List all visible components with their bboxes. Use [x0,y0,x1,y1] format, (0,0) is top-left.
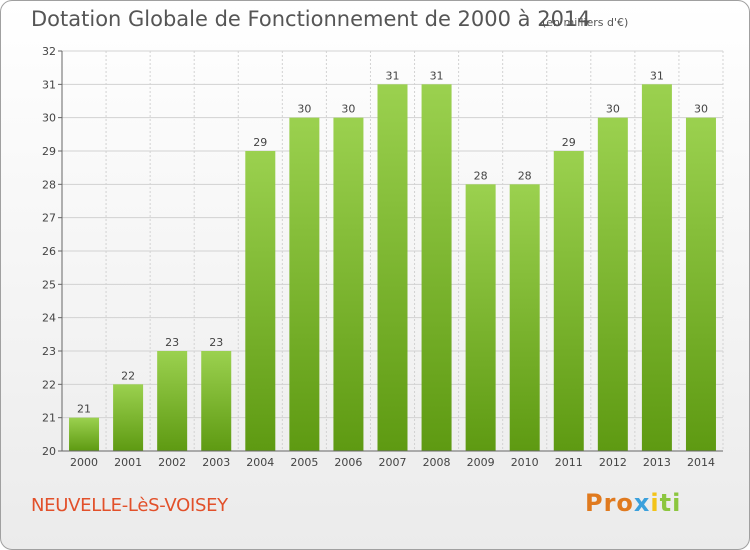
data-label: 30 [606,103,620,116]
bar [157,351,188,451]
y-tick-label: 30 [42,112,56,125]
bar [641,84,672,451]
data-label: 30 [341,103,355,116]
x-tick-label: 2014 [687,456,715,469]
x-tick-label: 2004 [246,456,274,469]
y-tick-label: 25 [42,278,56,291]
x-tick-label: 2002 [158,456,186,469]
x-tick-label: 2008 [423,456,451,469]
x-tick-label: 2011 [555,456,583,469]
y-tick-label: 24 [42,312,56,325]
bar [201,351,232,451]
x-tick-label: 2006 [334,456,362,469]
data-label: 29 [562,136,576,149]
bar [597,117,628,452]
bar [69,417,100,451]
y-tick-label: 26 [42,245,56,258]
logo-part-3: i [650,489,660,517]
data-label: 31 [386,69,400,82]
proxiti-logo[interactable]: Proxiti [585,489,681,517]
chart-subtitle: (en milliers d'€) [542,16,629,29]
data-label: 28 [518,169,532,182]
bar [289,117,320,452]
x-tick-label: 2001 [114,456,142,469]
data-label: 30 [694,103,708,116]
x-tick-label: 2007 [379,456,407,469]
x-tick-label: 2013 [643,456,671,469]
data-label: 22 [121,369,135,382]
data-label: 23 [209,336,223,349]
y-tick-label: 27 [42,212,56,225]
bar [245,151,276,451]
data-label: 28 [474,169,488,182]
x-tick-label: 2012 [599,456,627,469]
bar [377,84,408,451]
bar [333,117,364,452]
data-label: 30 [297,103,311,116]
data-label: 31 [650,69,664,82]
chart-title: Dotation Globale de Fonctionnement de 20… [31,7,591,31]
bar [421,84,452,451]
y-tick-label: 31 [42,78,56,91]
y-tick-label: 23 [42,345,56,358]
data-label: 31 [430,69,444,82]
y-tick-label: 29 [42,145,56,158]
data-label: 21 [77,403,91,416]
logo-part-2: x [633,489,651,517]
bar [685,117,716,452]
bars [69,84,716,452]
x-tick-label: 2003 [202,456,230,469]
bar [509,184,540,452]
labels: 20 21 22 23 24 25 26 27 28 29 30 31 32 21 2000 22 2001 23… [42,45,715,469]
logo-part-4: ti [659,489,682,517]
y-tick-label: 32 [42,45,56,58]
axes [58,50,723,452]
bar [465,184,496,452]
y-tick-label: 20 [42,445,56,458]
bar [553,151,584,451]
y-tick-label: 21 [42,412,56,425]
y-tick-label: 28 [42,178,56,191]
x-tick-label: 2010 [511,456,539,469]
logo-part-1: Pro [585,489,634,517]
x-tick-label: 2000 [70,456,98,469]
data-label: 23 [165,336,179,349]
x-tick-label: 2009 [467,456,495,469]
x-tick-label: 2005 [290,456,318,469]
bar [113,384,144,451]
place-name: NEUVELLE-LèS-VOISEY [31,495,228,516]
y-tick-label: 22 [42,378,56,391]
data-label: 29 [253,136,267,149]
